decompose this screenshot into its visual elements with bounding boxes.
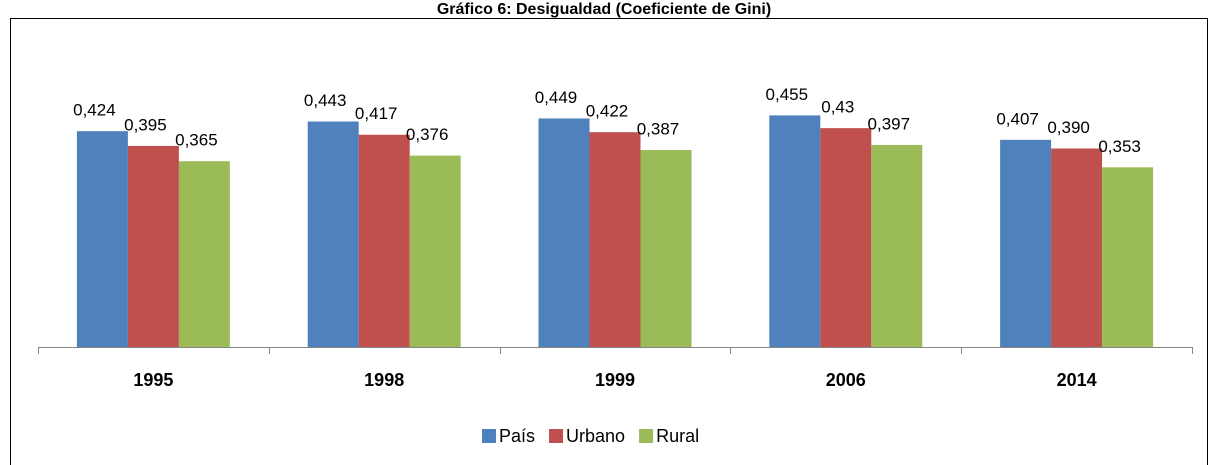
bar [409, 155, 461, 347]
bar [538, 118, 590, 347]
bar [358, 134, 410, 347]
legend-swatch [639, 429, 654, 443]
x-tick-label: 2014 [1057, 370, 1097, 390]
data-label: 0,455 [766, 85, 809, 104]
bar [820, 128, 872, 347]
data-label: 0,407 [996, 109, 1039, 128]
data-label: 0,365 [175, 131, 218, 150]
data-label: 0,390 [1047, 118, 1090, 137]
data-label: 0,395 [124, 115, 167, 134]
x-tick-label: 2006 [826, 370, 866, 390]
data-label: 0,376 [406, 125, 449, 144]
data-label: 0,43 [821, 98, 854, 117]
data-label: 0,397 [868, 114, 911, 133]
data-label: 0,443 [304, 91, 347, 110]
data-label: 0,422 [586, 102, 629, 121]
bar [871, 144, 923, 347]
data-label: 0,449 [535, 88, 578, 107]
bar [178, 161, 230, 347]
bar [307, 121, 359, 347]
legend-label: País [499, 426, 535, 446]
bar [76, 131, 128, 347]
legend-label: Urbano [566, 426, 625, 446]
legend-swatch [549, 429, 564, 443]
x-tick-label: 1995 [133, 370, 173, 390]
data-label: 0,387 [637, 120, 680, 139]
chart-frame [10, 18, 1208, 465]
x-tick-label: 1999 [595, 370, 635, 390]
chart-title: Gráfico 6: Desigualdad (Coeficiente de G… [437, 1, 771, 18]
bar [640, 150, 692, 347]
legend-swatch [482, 429, 496, 443]
bar [769, 115, 821, 347]
bar [1051, 148, 1103, 347]
legend-label: Rural [656, 426, 699, 446]
x-tick-label: 1998 [364, 370, 404, 390]
data-label: 0,417 [355, 104, 398, 123]
data-label: 0,353 [1098, 137, 1141, 156]
bar [1000, 139, 1052, 347]
bar [589, 132, 641, 347]
data-label: 0,424 [73, 101, 116, 120]
bar [1102, 167, 1154, 347]
bar [127, 145, 179, 347]
